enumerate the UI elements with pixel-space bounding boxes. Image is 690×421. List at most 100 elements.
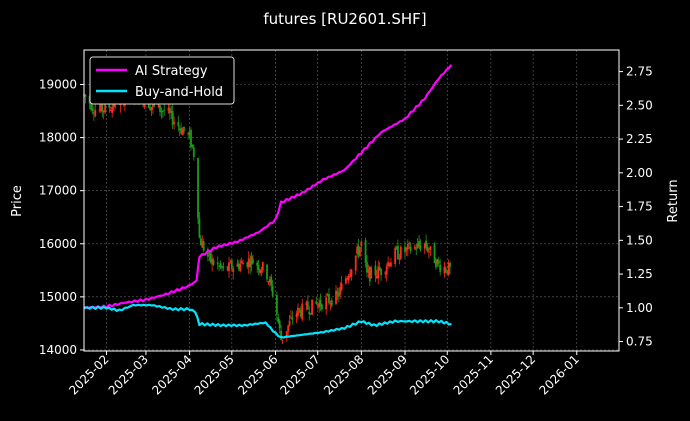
candle-body: [359, 247, 361, 257]
y-label-left: Price: [10, 185, 25, 217]
candle-body: [99, 102, 102, 112]
candle-body: [413, 246, 416, 249]
candle-body: [221, 266, 223, 269]
candle-body: [168, 107, 171, 114]
candle-body: [91, 108, 94, 111]
candle-body: [299, 310, 302, 317]
candle-body: [111, 106, 114, 113]
candle-body: [285, 331, 288, 339]
candle-body: [340, 283, 343, 290]
candle-body: [385, 266, 388, 275]
candle-body: [418, 240, 420, 246]
candle-body: [398, 258, 401, 260]
candle-body: [395, 247, 398, 249]
candle-body: [335, 290, 337, 304]
candle-body: [180, 127, 183, 134]
candle-body: [287, 325, 290, 332]
candle-body: [350, 269, 353, 277]
candle-body: [252, 259, 254, 264]
candle-body: [192, 147, 195, 157]
candle-body: [102, 110, 105, 113]
candle-body: [346, 277, 349, 280]
candle-body: [409, 246, 412, 252]
candle-body: [275, 295, 278, 315]
candle-body: [222, 266, 225, 268]
candle-body: [198, 218, 201, 238]
candle-body: [171, 111, 174, 125]
candle-body: [163, 110, 166, 112]
candle-body: [325, 297, 328, 310]
candle-body: [290, 316, 292, 318]
y-right-tick-label: 2.00: [626, 166, 653, 180]
candle-body: [161, 110, 164, 112]
y-left-tick-label: 16000: [39, 237, 77, 251]
candle-body: [256, 262, 259, 266]
candle-body: [344, 278, 347, 284]
candle-body: [94, 110, 97, 117]
candle-body: [167, 107, 170, 111]
candle-body: [209, 251, 212, 262]
y-left-tick-label: 14000: [39, 343, 77, 357]
candle-body: [337, 293, 340, 297]
candle-body: [288, 320, 291, 326]
candle-body: [173, 122, 176, 124]
candle-body: [199, 238, 202, 246]
candle-body: [423, 243, 426, 249]
candle-body: [449, 262, 451, 267]
candle-body: [181, 129, 184, 136]
y-right-tick-label: 2.75: [626, 65, 653, 79]
candle-body: [394, 248, 397, 265]
candle-body: [446, 270, 449, 274]
candle-body: [336, 291, 339, 295]
candle-body: [306, 301, 309, 310]
candle-body: [375, 275, 378, 279]
candle-body: [257, 265, 260, 270]
candle-body: [249, 260, 252, 268]
candle-body: [229, 262, 232, 264]
candle-body: [268, 279, 271, 283]
candle-body: [250, 256, 253, 265]
candlesticks: [83, 84, 451, 344]
series-line-ai-strategy: [83, 64, 453, 310]
y-right-tick-label: 1.25: [626, 267, 653, 281]
candle-body: [364, 240, 367, 263]
candle-body: [247, 258, 250, 268]
candle-body: [216, 262, 219, 265]
candle-body: [188, 131, 191, 136]
candle-body: [98, 109, 101, 111]
y-left-tick-label: 19000: [39, 78, 77, 92]
candle-body: [291, 317, 294, 320]
candle-body: [311, 299, 313, 316]
candle-body: [305, 302, 308, 306]
candle-body: [397, 245, 399, 260]
candle-body: [280, 330, 283, 340]
candle-body: [260, 270, 263, 273]
candle-body: [309, 313, 312, 315]
candle-body: [380, 268, 382, 275]
candle-body: [266, 264, 268, 280]
candle-body: [219, 263, 222, 267]
candle-body: [384, 272, 387, 274]
candle-body: [405, 247, 408, 251]
candle-body: [308, 311, 311, 315]
candle-body: [152, 102, 154, 108]
candle-body: [415, 248, 418, 250]
candle-body: [197, 158, 199, 219]
candle-body: [101, 102, 104, 112]
candle-body: [404, 246, 406, 253]
candle-body: [347, 275, 350, 281]
candle-body: [295, 313, 298, 318]
candle-body: [426, 246, 429, 252]
y-left-tick-label: 18000: [39, 131, 77, 145]
series-line-buy-and_hold: [83, 303, 452, 339]
legend: AI Strategy Buy-and-Hold: [89, 56, 235, 105]
candle-body: [406, 244, 409, 250]
candle-body: [108, 102, 111, 109]
candle-body: [236, 263, 239, 267]
candle-body: [370, 267, 373, 279]
candle-body: [201, 241, 204, 248]
candle-body: [377, 266, 380, 279]
candle-body: [232, 268, 235, 273]
candle-body: [278, 320, 281, 329]
legend-label-buy-and-hold: Buy-and-Hold: [135, 85, 223, 100]
